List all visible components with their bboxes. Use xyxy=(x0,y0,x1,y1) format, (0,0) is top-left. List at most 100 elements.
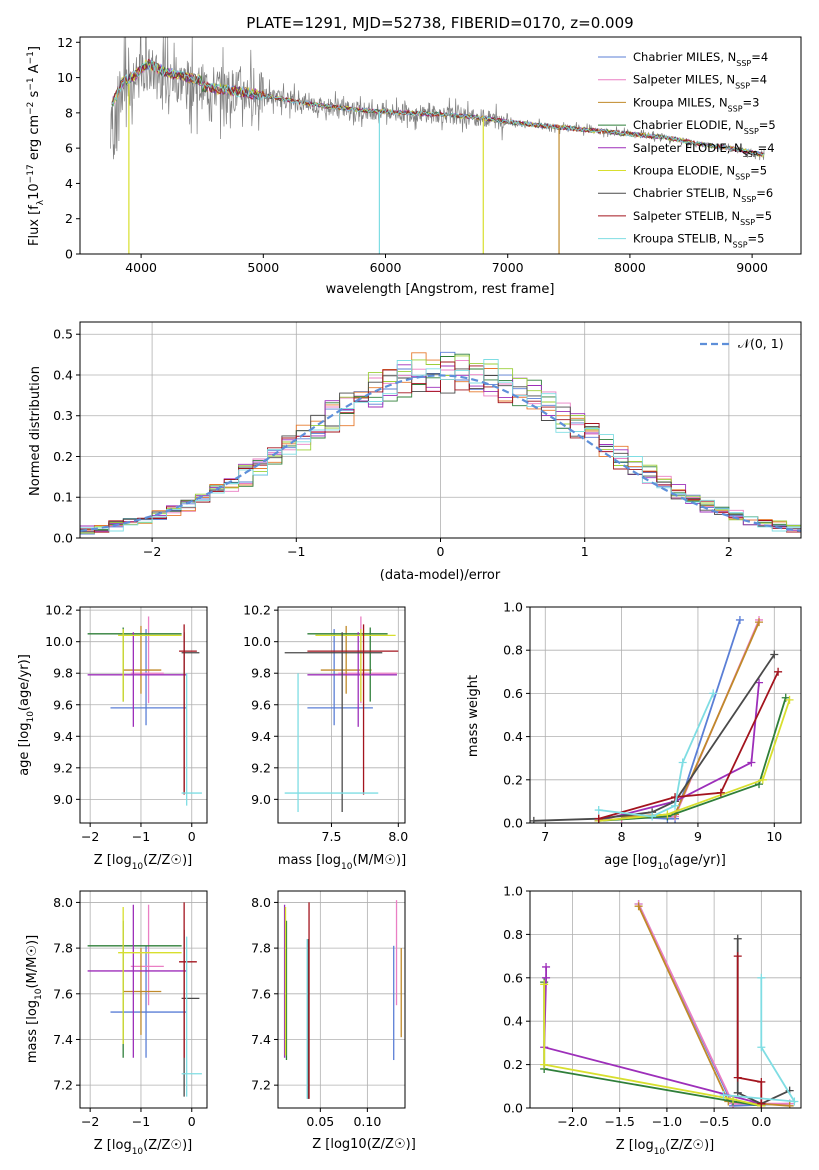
x-tick-label: 0 xyxy=(188,1114,196,1129)
x-tick-label: −0.5 xyxy=(699,1114,729,1129)
legend-entry-kroupa-elodie: Kroupa ELODIE, NSSP=5 xyxy=(633,164,767,182)
spectrum-panel xyxy=(76,36,802,258)
histogram-ylabel: Normed distribution xyxy=(28,366,43,496)
y-tick-label: 8.0 xyxy=(251,895,271,910)
y-tick-label: 0.2 xyxy=(53,449,73,464)
x-tick-label: 0.0 xyxy=(751,1114,771,1129)
massweight-age-xlabel: age [log10(age/yr)] xyxy=(604,853,726,872)
y-tick-label: 9.2 xyxy=(53,760,73,775)
weight-marker xyxy=(757,1099,766,1108)
weight-marker xyxy=(663,810,672,819)
mass-vs-Z-xlabel: Z [log10(Z/Z☉)] xyxy=(94,1138,192,1157)
legend-entry-salpeter-miles: Salpeter MILES, NSSP=4 xyxy=(633,73,767,91)
age-vs-mass-xlabel: mass [log10(M/M☉)] xyxy=(278,853,406,872)
axes-frame xyxy=(79,890,208,1109)
spectrum-xlabel: wavelength [Angstrom, rest frame] xyxy=(326,282,555,297)
mass-vs-Z-ylabel: mass [log10(M/M☉)] xyxy=(25,935,44,1063)
weight-line-kroupa-miles xyxy=(621,621,760,818)
weight-marker xyxy=(540,980,549,989)
axes-frame xyxy=(277,890,406,1109)
weight-line-salpeter-elodie xyxy=(598,682,760,822)
y-tick-label: 9.8 xyxy=(251,666,271,681)
normal-curve-line xyxy=(80,374,801,532)
x-tick-label: −1 xyxy=(287,544,305,559)
axes-frame xyxy=(277,606,406,824)
y-tick-label: 0.2 xyxy=(503,1057,523,1072)
y-tick-label: 0.0 xyxy=(53,531,73,546)
y-tick-label: 0.3 xyxy=(53,408,73,423)
weight-marker xyxy=(671,801,680,810)
weight-line-salpeter-elodie xyxy=(543,967,762,1105)
y-tick-label: 0.4 xyxy=(503,729,523,744)
y-tick-label: 9.6 xyxy=(251,697,271,712)
y-tick-label: 0.6 xyxy=(503,970,523,985)
x-tick-label: 1 xyxy=(581,544,589,559)
weight-marker xyxy=(785,1101,794,1108)
x-tick-label: 7.5 xyxy=(322,829,342,844)
age_vs_Z-plot-area xyxy=(87,616,202,806)
weight-marker xyxy=(634,902,643,911)
weight-marker xyxy=(542,962,551,971)
x-tick-label: 0.05 xyxy=(306,1114,334,1129)
y-tick-label: 7.2 xyxy=(53,1078,73,1093)
massweight-Z-xlabel: Z [log10(Z/Z☉)] xyxy=(616,1138,714,1157)
y-tick-label: 12 xyxy=(57,35,73,50)
weight-line-salpeter-stelib xyxy=(598,671,779,820)
x-tick-label: −1.5 xyxy=(605,1114,635,1129)
weight-marker xyxy=(757,1043,766,1052)
y-tick-label: 10.0 xyxy=(243,634,271,649)
axes-frame xyxy=(79,321,802,539)
mass_weight_vs_age-plot-area xyxy=(530,615,794,823)
x-tick-label: −1 xyxy=(132,1114,150,1129)
legend-entry-salpeter-elodie: Salpeter ELODIE, NSSP=4 xyxy=(633,141,775,159)
weight-marker xyxy=(735,615,744,624)
weight-marker xyxy=(733,952,742,961)
weight-marker xyxy=(716,788,725,797)
age_vs_mass-panel xyxy=(274,606,406,827)
y-tick-label: 9.2 xyxy=(251,760,271,775)
x-tick-label: 0 xyxy=(188,829,196,844)
legend-entry-chabrier-miles: Chabrier MILES, NSSP=4 xyxy=(633,50,768,68)
x-tick-label: −1 xyxy=(132,829,150,844)
ebv-xlabel: Z [log10(Z/Z☉)] xyxy=(312,1137,416,1152)
legend-entry-kroupa-miles: Kroupa MILES, NSSP=3 xyxy=(633,95,759,113)
y-tick-label: 0.0 xyxy=(503,1101,523,1116)
weight-marker xyxy=(774,667,783,676)
y-tick-label: 9.4 xyxy=(251,729,271,744)
weight-marker xyxy=(770,650,779,659)
x-tick-label: 9000 xyxy=(736,260,768,275)
weight-marker xyxy=(678,758,687,767)
weight-marker xyxy=(733,934,742,943)
legend-entry-normal: 𝒩(0, 1) xyxy=(738,336,784,351)
weight-marker xyxy=(540,1060,549,1069)
weight-marker xyxy=(594,814,603,823)
residual_histogram-plot-area xyxy=(80,351,801,538)
weight-marker xyxy=(785,695,794,704)
weight-marker xyxy=(719,1090,728,1099)
y-tick-label: 9.0 xyxy=(53,792,73,807)
x-tick-label: −2 xyxy=(143,544,161,559)
x-tick-label: 8 xyxy=(618,829,626,844)
residual_histogram-panel xyxy=(76,321,802,542)
spectrum-plot-area xyxy=(110,37,765,254)
weight-marker xyxy=(757,973,766,982)
x-tick-label: 7000 xyxy=(492,260,524,275)
y-tick-label: 0 xyxy=(65,247,73,262)
weight-line-salpeter-stelib xyxy=(736,956,763,1104)
x-tick-label: 4000 xyxy=(125,260,157,275)
y-tick-label: 0.8 xyxy=(503,643,523,658)
y-tick-label: 0.0 xyxy=(503,816,523,831)
y-tick-label: 10 xyxy=(57,70,73,85)
age_vs_mass-plot-area xyxy=(284,616,399,812)
y-tick-label: 8.0 xyxy=(53,895,73,910)
x-tick-label: −1.0 xyxy=(652,1114,682,1129)
x-tick-label: 2 xyxy=(725,544,733,559)
weight-marker xyxy=(709,689,718,698)
y-tick-label: 10.0 xyxy=(45,634,73,649)
axes-frame xyxy=(529,890,802,1109)
x-tick-label: 5000 xyxy=(247,260,279,275)
legend-entry-kroupa-stelib: Kroupa STELIB, NSSP=5 xyxy=(633,232,764,250)
x-tick-label: 7 xyxy=(541,829,549,844)
